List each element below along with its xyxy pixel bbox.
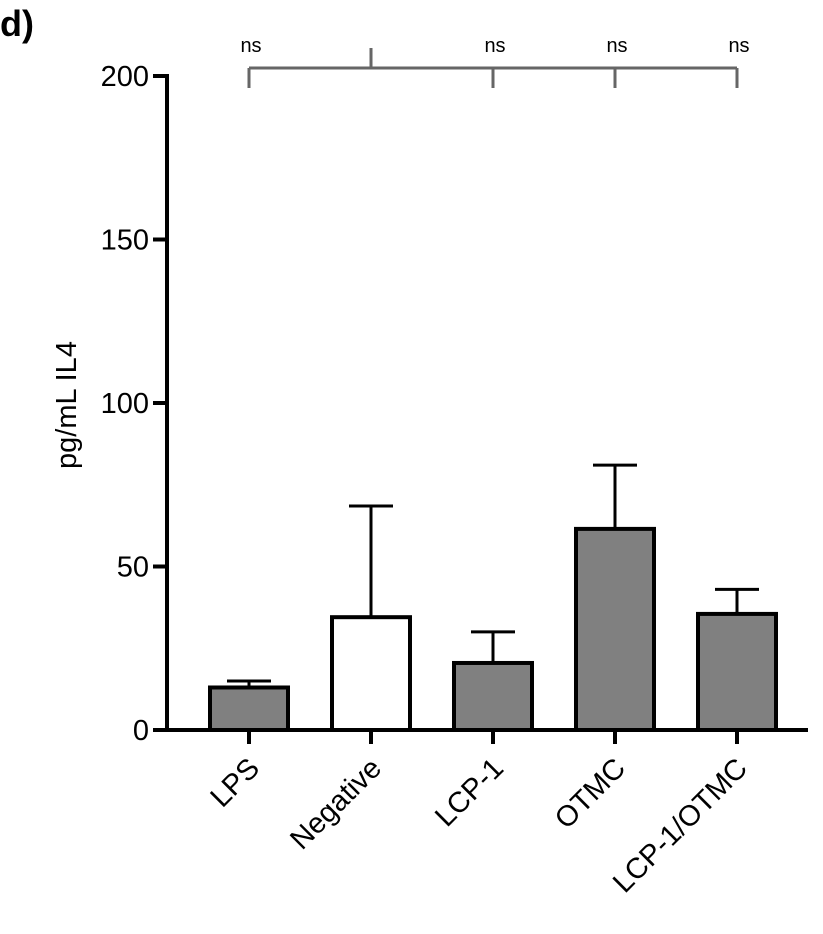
significance-label: ns bbox=[728, 35, 749, 57]
error-bars bbox=[227, 463, 759, 688]
panel-label: d) bbox=[0, 3, 34, 44]
significance-label: ns bbox=[606, 35, 627, 57]
bar-lps bbox=[208, 685, 290, 732]
y-tick-label: 100 bbox=[101, 388, 149, 420]
y-axis-label: pg/mL IL4 bbox=[51, 341, 83, 469]
bar-lcp-1-otmc bbox=[696, 611, 778, 732]
y-tick-label: 150 bbox=[101, 225, 149, 257]
significance-bracket: ns ns ns ns bbox=[240, 35, 750, 88]
bar-lcp-1 bbox=[452, 660, 534, 733]
y-tick-label: 50 bbox=[117, 552, 149, 584]
bar-negative bbox=[330, 615, 412, 732]
significance-label: ns bbox=[240, 35, 261, 57]
x-category-label: LCP-1 bbox=[429, 752, 510, 833]
x-category-label: OTMC bbox=[549, 752, 632, 835]
y-tick-label: 0 bbox=[133, 715, 149, 747]
bar-otmc bbox=[574, 526, 656, 733]
bars bbox=[208, 526, 778, 733]
y-tick-label: 200 bbox=[101, 61, 149, 93]
y-axis: 0 50 100 150 200 bbox=[101, 61, 169, 747]
significance-label: ns bbox=[484, 35, 505, 57]
x-category-label: Negative bbox=[284, 752, 388, 856]
x-category-label: LPS bbox=[205, 752, 266, 813]
